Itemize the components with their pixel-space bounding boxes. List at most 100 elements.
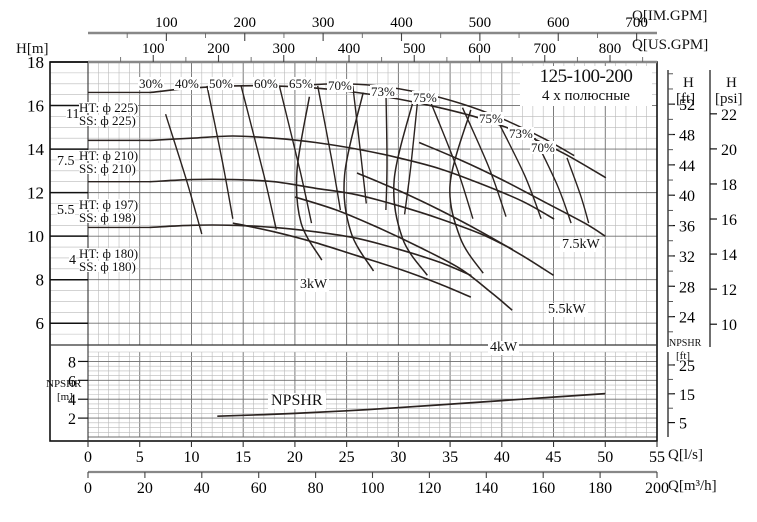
axis-ticklabel-head-ft: 32 [679, 249, 695, 266]
axis-title-q-ls: Q[l/s] [668, 447, 703, 463]
head-curve-4kw [149, 224, 472, 277]
axis-title-npshr-m: NPSHR [46, 378, 82, 390]
axis-ticklabel-im-gpm: 700 [625, 15, 648, 31]
iso-efficiency-line-left-6 [385, 89, 388, 211]
axis-ticklabel-npshr-ft: 5 [679, 416, 687, 433]
axis-title-us-gpm: Q[US.GPM] [632, 37, 709, 53]
axis-ticklabel-im-gpm: 600 [547, 15, 570, 31]
axis-ticklabel-head-m: 12 [27, 184, 44, 203]
axis-title-npshr-ft: NPSHR [669, 338, 702, 349]
motor-label-7.5kw: 7.5 [57, 154, 75, 169]
power-label-3kw: 3kW [298, 277, 330, 292]
axis-ticklabel-head-ft: 40 [679, 188, 695, 205]
axis-ticklabel-us-gpm: 300 [273, 41, 296, 57]
efficiency-label-60: 60% [253, 76, 279, 91]
axis-ticklabel-head-ft: 28 [679, 279, 695, 296]
axis-ticklabel-head-ft: 52 [679, 97, 695, 114]
power-label-4kw: 4kW [488, 340, 520, 355]
power-curve-5.5kw [356, 172, 554, 276]
axis-ticklabel-q-ls: 40 [494, 449, 510, 466]
axis-ticklabel-im-gpm: 400 [390, 15, 413, 31]
axis-ticklabel-npshr-m: 2 [68, 411, 76, 428]
axis-ticklabel-q-ls: 5 [136, 449, 144, 466]
efficiency-label-40: 40% [174, 76, 200, 91]
power-label-7.5kw: 7.5kW [560, 237, 602, 252]
axis-ticklabel-q-m3h: 180 [588, 480, 612, 497]
axis-ticklabel-head-psi: 22 [721, 107, 737, 124]
efficiency-label-50: 50% [208, 76, 234, 91]
axis-ticklabel-npshr-ft: 25 [679, 358, 695, 375]
pump-pole-count: 4 х полюсные [542, 88, 630, 104]
iso-efficiency-bowl-1 [343, 92, 375, 272]
axis-ticklabel-q-m3h: 120 [417, 480, 441, 497]
axis-ticklabel-q-m3h: 100 [361, 480, 385, 497]
axis-ticklabel-q-m3h: 60 [251, 480, 267, 497]
efficiency-label-70: 70% [327, 78, 353, 93]
axis-ticklabel-us-gpm: 700 [534, 41, 557, 57]
iso-efficiency-line-right-1 [461, 107, 507, 217]
axis-ticklabel-npshr-ft: 15 [679, 387, 695, 404]
impeller-label-4kw-ht: HT: ф 180) [79, 246, 139, 261]
axis-ticklabel-q-ls: 20 [287, 449, 303, 466]
axis-ticklabel-npshr-m: 8 [68, 354, 76, 371]
axis-ticklabel-head-psi: 10 [721, 317, 737, 334]
axis-title-q-m3h: Q[m³/h] [668, 478, 717, 494]
impeller-label-11kw-ht: HT: ф 225) [79, 100, 139, 115]
axis-title-im-gpm: Q[IM.GPM] [632, 8, 708, 24]
axis-ticklabel-im-gpm: 300 [312, 15, 335, 31]
axis-ticklabel-q-ls: 45 [546, 449, 562, 466]
iso-efficiency-bowl-2 [393, 94, 428, 276]
npshr-curve-label: NPSHR [268, 393, 326, 409]
axis-unit-npshr-ft: [ft] [676, 350, 691, 362]
npshr-curve [217, 392, 606, 418]
axis-ticklabel-im-gpm: 200 [233, 15, 256, 31]
iso-efficiency-bowl-3 [449, 109, 484, 274]
iso-efficiency-line-left-7 [403, 96, 419, 215]
axis-ticklabel-head-ft: 36 [679, 219, 695, 236]
impeller-label-11kw-ss: SS: ф 225) [79, 113, 136, 128]
axis-ticklabel-q-ls: 30 [390, 449, 406, 466]
axis-ticklabel-head-psi: 18 [721, 177, 737, 194]
power-curve-4kw [294, 196, 513, 311]
efficiency-label-75-right: 75% [478, 111, 504, 126]
axis-title-head-m: H[m] [16, 41, 49, 57]
iso-efficiency-bowl-0 [295, 96, 323, 261]
axis-ticklabel-head-psi: 12 [721, 282, 737, 299]
motor-label-4kw: 4 [69, 253, 76, 268]
axis-ticklabel-q-ls: 50 [597, 449, 613, 466]
impeller-label-4kw-ss: SS: ф 180) [79, 259, 136, 274]
axis-title-head-psi: H [726, 75, 737, 91]
axis-ticklabel-im-gpm: 500 [469, 15, 492, 31]
axis-unit-head-psi: [psi] [715, 91, 743, 107]
iso-efficiency-line-left-2 [240, 85, 277, 230]
axis-ticklabel-q-m3h: 0 [84, 480, 92, 497]
axis-ticklabel-q-ls: 0 [84, 449, 92, 466]
efficiency-label-65: 65% [288, 76, 314, 91]
efficiency-label-73-right: 73% [508, 126, 534, 141]
axis-ticklabel-head-m: 6 [36, 314, 45, 333]
axis-ticklabel-head-ft: 24 [679, 310, 695, 327]
axis-ticklabel-head-m: 14 [27, 140, 45, 159]
axis-ticklabel-us-gpm: 200 [207, 41, 230, 57]
axis-ticklabel-head-m: 10 [27, 227, 44, 246]
iso-efficiency-line-right-0 [428, 98, 474, 219]
iso-efficiency-line-right-2 [497, 120, 542, 219]
efficiency-label-30: 30% [138, 76, 164, 91]
motor-label-5.5kw: 5.5 [57, 203, 75, 218]
head-curve-5.5kw [149, 178, 513, 250]
axis-ticklabel-head-ft: 48 [679, 128, 695, 145]
iso-efficiency-line-right-4 [566, 157, 590, 224]
iso-efficiency-line-left-1 [206, 85, 234, 219]
pump-model-number: 125-100-200 [539, 66, 633, 87]
iso-efficiency-line-left-3 [278, 85, 313, 224]
axis-unit-npshr-m: [m] [57, 391, 73, 403]
impeller-label-5.5kw-ht: HT: ф 197) [79, 197, 139, 212]
power-curve-7.5kw [418, 141, 606, 237]
axis-ticklabel-head-psi: 20 [721, 142, 737, 159]
axis-ticklabel-us-gpm: 500 [403, 41, 426, 57]
axis-ticklabel-q-m3h: 40 [194, 480, 210, 497]
axis-ticklabel-q-ls: 25 [339, 449, 355, 466]
power-curve-3kw [232, 222, 472, 298]
axis-ticklabel-head-psi: 14 [721, 247, 737, 264]
iso-efficiency-line-left-5 [352, 85, 367, 204]
